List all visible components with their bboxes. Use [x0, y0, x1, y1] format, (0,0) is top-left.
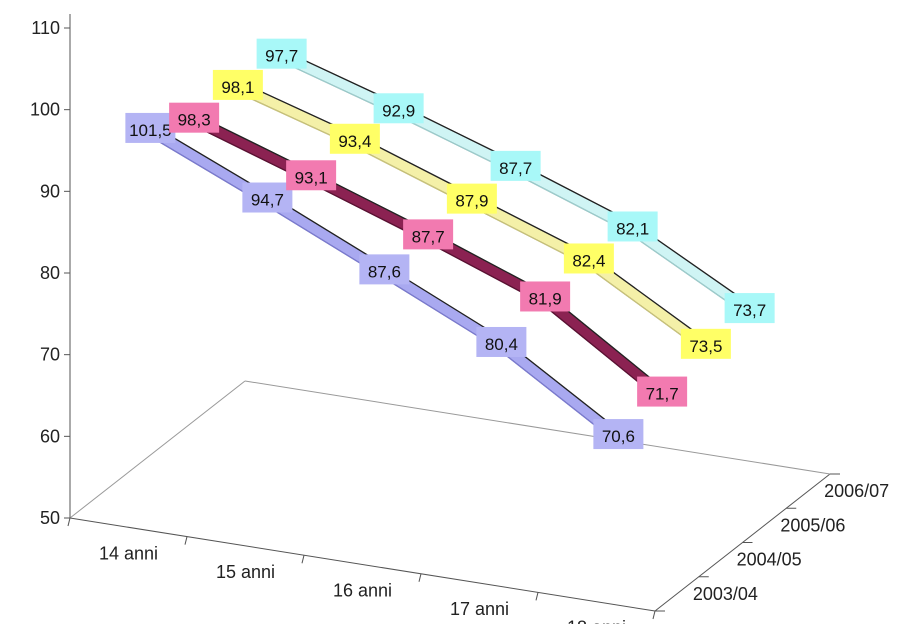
- data-label-box: [476, 326, 527, 357]
- x-tick: [184, 536, 188, 545]
- data-label-text: 81,9: [529, 289, 562, 308]
- data-label-text: 73,7: [733, 301, 766, 320]
- depth-tick-label: 2005/06: [780, 515, 845, 535]
- data-label-text: 80,4: [485, 335, 518, 354]
- data-label-text: 87,7: [412, 227, 445, 246]
- data-label-text: 98,1: [221, 78, 254, 97]
- data-label-box: [593, 419, 644, 450]
- data-label: 87,9: [446, 183, 497, 214]
- chart-data-labels: 101,5 94,7 87,6 80,4 70,6 98,3 93,1 87,7 81,9 71,…: [125, 38, 775, 450]
- x-axis-line: [69, 517, 656, 612]
- floor-left-edge: [69, 380, 246, 519]
- x-tick-label: 18 anni: [567, 618, 626, 624]
- ribbon-series: [274, 49, 751, 314]
- data-label-text: 82,1: [616, 219, 649, 238]
- data-label-box: [637, 376, 688, 407]
- data-label: 80,4: [476, 326, 527, 357]
- data-label-box: [125, 112, 176, 143]
- data-label-box: [329, 123, 380, 154]
- floor-back-edge: [244, 380, 831, 475]
- data-label-text: 98,3: [178, 111, 211, 130]
- data-label-box: [446, 183, 497, 214]
- data-label: 98,3: [169, 102, 220, 133]
- data-label: 73,7: [724, 293, 775, 324]
- depth-tick-label: 2003/04: [693, 584, 758, 604]
- y-tick-label: 60: [40, 426, 60, 446]
- x-tick-label: 17 anni: [450, 599, 509, 619]
- chart-axes: 50 60 70 80 90 100 110 14 anni 15 anni 16 anni 17 …: [30, 14, 889, 624]
- data-label-box: [242, 182, 293, 213]
- x-tick: [67, 517, 71, 527]
- data-label: 87,7: [403, 219, 454, 250]
- data-label: 70,6: [593, 419, 644, 450]
- data-label-text: 93,4: [338, 132, 371, 151]
- data-label-text: 87,9: [455, 192, 488, 211]
- data-label: 82,1: [607, 211, 658, 242]
- depth-tick-label: 2004/05: [737, 550, 802, 570]
- data-label: 71,7: [637, 376, 688, 407]
- x-tick-label: 16 anni: [333, 581, 392, 601]
- x-tick: [535, 592, 539, 601]
- x-tick: [652, 610, 656, 620]
- data-label-text: 97,7: [265, 47, 298, 66]
- y-tick-label: 110: [31, 18, 60, 38]
- data-label-text: 70,6: [602, 427, 635, 446]
- data-label-box: [563, 243, 614, 274]
- data-label: 87,7: [490, 150, 541, 181]
- x-tick: [301, 555, 305, 564]
- data-label-text: 87,7: [499, 159, 532, 178]
- data-label: 101,5: [125, 112, 176, 143]
- data-label: 98,1: [212, 69, 263, 100]
- y-tick-label: 100: [30, 100, 60, 120]
- y-tick-label: 70: [40, 345, 60, 365]
- data-label-box: [286, 160, 337, 191]
- data-label-box: [373, 93, 424, 124]
- data-label-box: [256, 38, 307, 69]
- data-label-box: [724, 293, 775, 324]
- data-label: 97,7: [256, 38, 307, 69]
- data-label-text: 101,5: [129, 121, 172, 140]
- data-label: 93,4: [329, 123, 380, 154]
- data-label-box: [359, 254, 410, 285]
- y-tick-label: 90: [40, 181, 60, 201]
- data-label-text: 93,1: [295, 168, 328, 187]
- data-label-box: [490, 150, 541, 181]
- x-tick-label: 14 anni: [99, 543, 158, 563]
- data-label-box: [520, 281, 571, 312]
- data-label-box: [680, 328, 731, 359]
- data-label-text: 82,4: [572, 251, 605, 270]
- data-label: 81,9: [520, 281, 571, 312]
- x-tick-label: 15 anni: [216, 562, 275, 582]
- data-label: 92,9: [373, 93, 424, 124]
- data-label-text: 87,6: [368, 262, 401, 281]
- x-tick: [418, 573, 422, 582]
- data-label: 73,5: [680, 328, 731, 359]
- data-label: 82,4: [563, 243, 614, 274]
- data-label-text: 73,5: [689, 337, 722, 356]
- data-label-text: 92,9: [382, 101, 415, 120]
- data-label-box: [169, 102, 220, 133]
- data-label: 87,6: [359, 254, 410, 285]
- data-label-box: [212, 69, 263, 100]
- data-label-box: [403, 219, 454, 250]
- data-label-text: 71,7: [646, 385, 679, 404]
- data-label: 93,1: [286, 160, 337, 191]
- depth-tick-label: 2006/07: [824, 481, 889, 501]
- data-label-text: 94,7: [251, 191, 284, 210]
- y-tick-label: 50: [40, 508, 60, 528]
- data-label-box: [607, 211, 658, 242]
- data-label: 94,7: [242, 182, 293, 213]
- y-tick-label: 80: [40, 263, 60, 283]
